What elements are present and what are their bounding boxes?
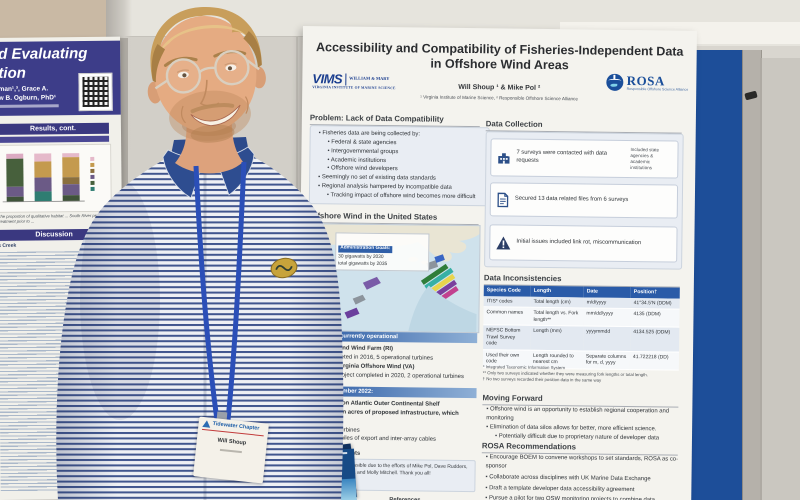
left-poster: d Evaluating tion man¹,³, Grace A. w B. … xyxy=(0,36,125,500)
results-chart xyxy=(0,143,112,213)
face xyxy=(154,16,257,132)
glasses xyxy=(154,49,260,94)
data-collection-item: Initial issues included link rot, miscom… xyxy=(489,224,678,263)
data-collection-item: 7 surveys were contacted with data reque… xyxy=(490,138,679,179)
lease-areas xyxy=(420,263,459,304)
badge-name: Will Shoup xyxy=(217,437,247,447)
poster-board-blue xyxy=(686,50,746,500)
smile xyxy=(190,104,241,127)
smile-crease xyxy=(180,105,186,124)
head xyxy=(147,7,266,143)
data-collection-item: Secured 13 data related files from 6 sur… xyxy=(489,182,679,219)
document-icon xyxy=(497,192,509,207)
shirt-emblem xyxy=(270,257,298,279)
mustache xyxy=(190,102,235,114)
wind-lease-map: Administration Goals: 30 gigawatts by 20… xyxy=(307,223,481,334)
hair-side xyxy=(243,31,262,68)
hair xyxy=(150,7,262,81)
chapter-logo-icon xyxy=(202,419,211,428)
name-badge: Tidewater Chapter Will Shoup xyxy=(193,416,269,484)
side-panel xyxy=(760,58,800,500)
hair-side xyxy=(151,44,166,83)
chin-beard xyxy=(190,124,235,143)
stacked-bar-chart xyxy=(2,153,95,203)
data-collection-panel: 7 surveys were contacted with data reque… xyxy=(484,131,684,270)
eyes xyxy=(176,62,237,79)
building-icon xyxy=(498,152,510,164)
lanyard xyxy=(193,161,247,421)
beard xyxy=(169,90,251,141)
chart-legend xyxy=(90,156,95,191)
warning-icon xyxy=(496,235,511,250)
research-poster: Accessibility and Compatibility of Fishe… xyxy=(297,26,697,500)
badge-subtitle-blur xyxy=(219,448,242,453)
smile-crease xyxy=(244,96,249,114)
